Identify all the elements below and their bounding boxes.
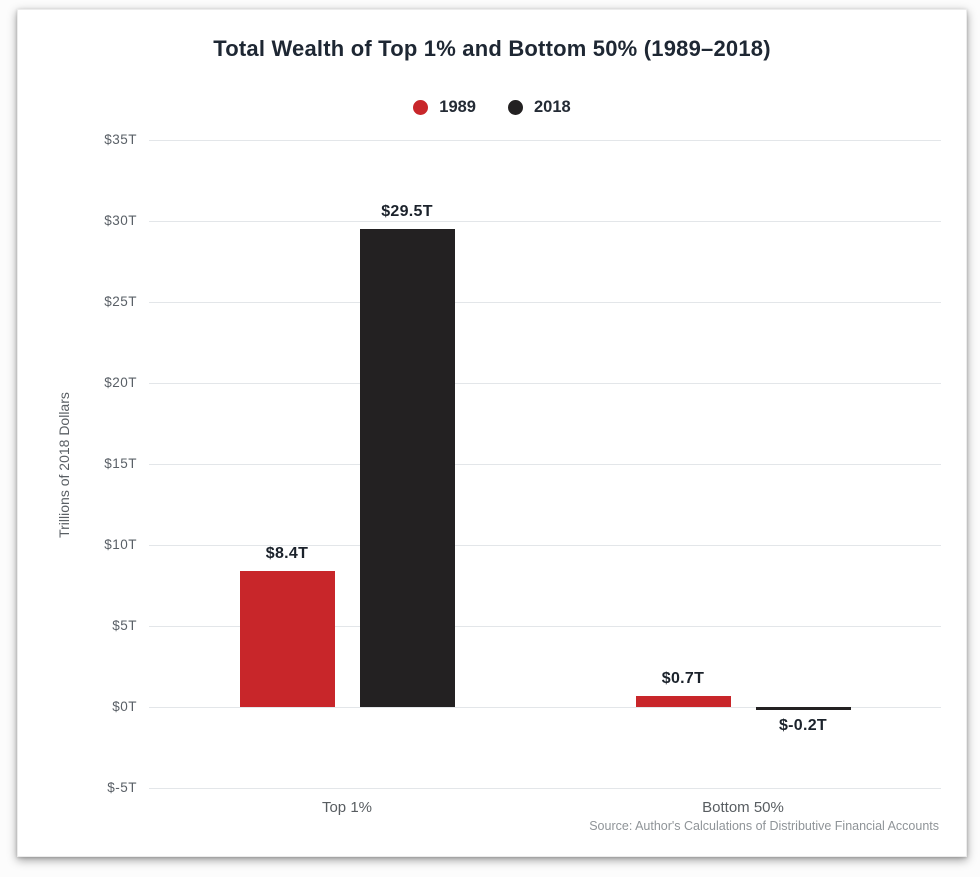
y-tick-label: $5T bbox=[112, 618, 137, 633]
legend-label-1989: 1989 bbox=[439, 98, 476, 116]
bar-2018-bottom-50% bbox=[755, 707, 851, 711]
legend-label-2018: 2018 bbox=[534, 98, 571, 116]
bar-value-label: $8.4T bbox=[265, 544, 309, 562]
gridline-10T bbox=[149, 545, 941, 546]
legend-item-1989: 1989 bbox=[413, 98, 476, 117]
gridline-30T bbox=[149, 221, 941, 222]
chart-card: Total Wealth of Top 1% and Bottom 50% (1… bbox=[17, 9, 967, 857]
y-axis-title: Trillions of 2018 Dollars bbox=[56, 392, 72, 538]
bar-value-label: $0.7T bbox=[661, 669, 705, 687]
gridline-0T bbox=[149, 707, 941, 708]
y-tick-label: $0T bbox=[112, 699, 137, 714]
chart-title: Total Wealth of Top 1% and Bottom 50% (1… bbox=[213, 36, 771, 61]
gridline-20T bbox=[149, 383, 941, 384]
legend-dot-2018 bbox=[508, 100, 523, 115]
bar-1989-bottom-50% bbox=[635, 695, 731, 707]
gridline-25T bbox=[149, 302, 941, 303]
bar-value-label: $-0.2T bbox=[778, 717, 828, 735]
y-tick-label: $35T bbox=[104, 132, 137, 147]
plot-area: $-5T $0T $5T $10T $15T $20T $25T $30T $35T $8.4T $… bbox=[18, 10, 966, 856]
y-tick-label: $30T bbox=[104, 213, 137, 228]
y-tick-label: $25T bbox=[104, 294, 137, 309]
legend: 1989 2018 bbox=[18, 98, 966, 117]
gridline-5T bbox=[149, 626, 941, 627]
y-tick-label: $10T bbox=[104, 537, 137, 552]
bar-2018-top-1% bbox=[359, 229, 455, 707]
bar-1989-top-1% bbox=[239, 570, 335, 707]
x-category-label: Top 1% bbox=[321, 799, 373, 816]
y-tick-label: $-5T bbox=[107, 780, 137, 795]
x-category-label: Bottom 50% bbox=[702, 799, 784, 816]
source-note: Source: Author's Calculations of Distrib… bbox=[589, 819, 939, 833]
legend-item-2018: 2018 bbox=[508, 98, 571, 117]
gridline-35T bbox=[149, 140, 941, 141]
gridline-15T bbox=[149, 464, 941, 465]
legend-dot-1989 bbox=[413, 100, 429, 115]
bar-value-label: $29.5T bbox=[381, 203, 433, 221]
gridline--5T bbox=[149, 788, 941, 789]
y-tick-label: $15T bbox=[104, 456, 137, 471]
y-tick-label: $20T bbox=[104, 375, 137, 390]
